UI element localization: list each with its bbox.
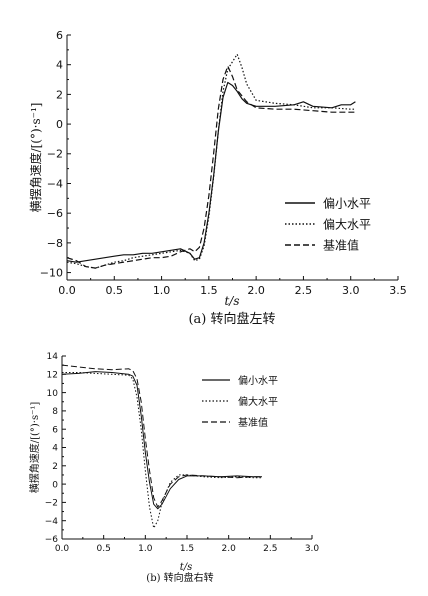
y-tick-label: −6 <box>47 207 63 220</box>
y-tick-label: 8 <box>52 407 58 417</box>
y-tick-label: 0 <box>56 118 63 131</box>
x-tick-label: 3.0 <box>342 284 360 297</box>
x-tick-label: 2.0 <box>247 284 265 297</box>
y-tick-label: 0 <box>52 480 58 490</box>
y-axis-label: 横摆角速度/[(°)·s⁻¹] <box>28 103 43 213</box>
x-tick-label: 3.5 <box>389 284 407 297</box>
y-tick-label: 12 <box>47 371 58 381</box>
y-tick-label: 10 <box>47 389 59 399</box>
x-axis-label: t/s <box>180 562 193 573</box>
y-tick-label: −8 <box>47 237 63 250</box>
x-tick-label: 2.5 <box>295 284 313 297</box>
y-tick-label: −4 <box>47 177 63 190</box>
y-tick-label: 4 <box>52 444 58 454</box>
caption-a: (a) 转向盘左转 <box>188 311 275 327</box>
legend-label: 偏小水平 <box>238 374 278 387</box>
x-tick-label: 1.5 <box>180 544 194 554</box>
y-tick-label: −10 <box>40 267 63 280</box>
x-tick-label: 0.5 <box>106 284 124 297</box>
y-tick-label: −4 <box>45 517 59 527</box>
x-tick-label: 1.0 <box>138 544 153 554</box>
y-tick-label: 6 <box>52 425 58 435</box>
x-tick-label: 3.0 <box>305 544 320 554</box>
x-axis-label: t/s <box>224 294 239 308</box>
series-line-3 <box>61 364 262 508</box>
chart-panel-a: 0.0 0.5 1.0 1.5 2.0 2.5 3.0 3.5 6 4 2 0 −2 −4 −6 −8 −10 横… <box>28 29 407 308</box>
y-tick-label: 14 <box>47 352 59 362</box>
legend-label: 偏大水平 <box>323 217 371 232</box>
legend-label: 基准值 <box>323 238 359 253</box>
y-tick-label: 2 <box>52 462 58 472</box>
y-tick-label: 6 <box>56 29 63 42</box>
chart-panel-b: 0.0 0.5 1.0 1.5 2.0 2.5 3.0 14 12 10 8 6 4 2 0 −2 −4 −6 横摆… <box>28 352 319 573</box>
y-tick-label: −2 <box>47 148 63 161</box>
legend-label: 偏大水平 <box>238 395 278 408</box>
series-line-2 <box>66 53 356 269</box>
caption-b: (b) 转向盘右转 <box>146 571 213 584</box>
x-tick-label: 0.0 <box>58 284 76 297</box>
x-tick-label: 2.5 <box>263 544 277 554</box>
y-tick-label: −2 <box>45 499 58 509</box>
series-line-3 <box>66 65 356 269</box>
series-line-1 <box>61 371 262 510</box>
x-tick-label: 0.0 <box>55 544 70 554</box>
legend-label: 基准值 <box>238 416 268 429</box>
y-tick-label: 2 <box>56 88 63 101</box>
x-tick-label: 1.5 <box>200 284 218 297</box>
x-tick-label: 1.0 <box>153 284 171 297</box>
y-tick-label: −6 <box>45 535 59 545</box>
y-axis-label: 横摆角速度/[(°)·s⁻¹] <box>28 402 41 494</box>
legend-label: 偏小水平 <box>323 196 371 211</box>
x-tick-label: 0.5 <box>97 544 111 554</box>
series-line-1 <box>66 81 356 263</box>
series-line-2 <box>62 372 262 529</box>
y-tick-label: 4 <box>56 59 63 72</box>
x-tick-label: 2.0 <box>222 544 237 554</box>
